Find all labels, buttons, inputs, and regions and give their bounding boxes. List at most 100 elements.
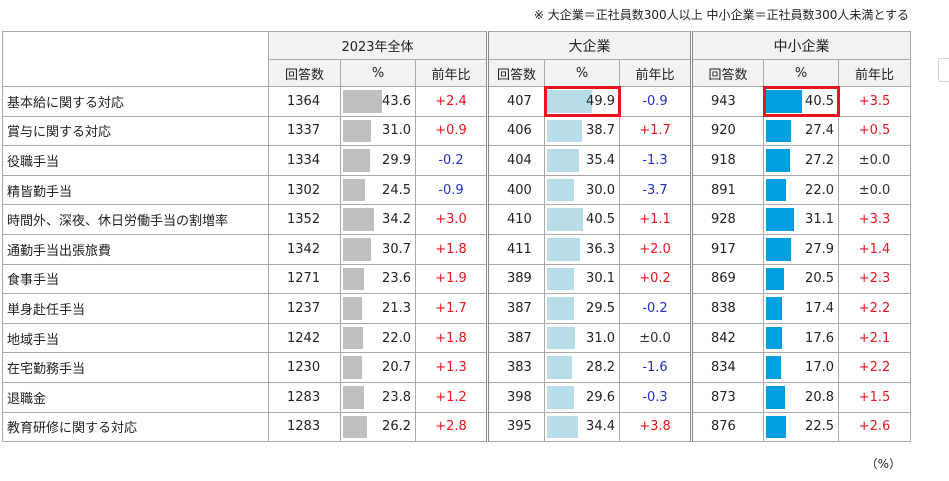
percent-cell: 30.7 bbox=[340, 233, 416, 265]
group-header-total: 2023年全体 bbox=[268, 31, 489, 60]
percent-value: 23.6 bbox=[382, 271, 411, 287]
row-label: 単身赴任手当 bbox=[2, 293, 269, 324]
percent-bar bbox=[766, 208, 794, 231]
diff-cell: +3.0 bbox=[415, 204, 489, 235]
percent-bar bbox=[766, 149, 791, 172]
percent-value: 22.5 bbox=[805, 419, 834, 435]
diff-cell: +1.3 bbox=[415, 352, 489, 383]
row-label: 役職手当 bbox=[2, 145, 269, 176]
percent-bar bbox=[547, 415, 578, 439]
percent-value: 31.0 bbox=[382, 123, 411, 139]
diff-cell: +2.8 bbox=[415, 411, 489, 443]
percent-bar bbox=[766, 356, 782, 379]
count-cell: 387 bbox=[487, 293, 545, 324]
percent-cell: 24.5 bbox=[340, 174, 416, 206]
percent-bar bbox=[766, 267, 785, 291]
percent-cell: 40.5 bbox=[762, 85, 840, 118]
percent-cell: 49.9 bbox=[543, 85, 621, 118]
percent-cell: 30.0 bbox=[544, 174, 620, 206]
percent-value: 30.1 bbox=[586, 271, 615, 287]
percent-bar bbox=[547, 267, 575, 291]
percent-cell: 29.6 bbox=[544, 381, 620, 413]
group-header-row: 2023年全体 大企業 中小企業 bbox=[2, 31, 911, 87]
percent-cell: 22.5 bbox=[763, 411, 839, 443]
percent-cell: 29.5 bbox=[544, 293, 620, 324]
count-cell: 1283 bbox=[268, 411, 341, 443]
percent-cell: 20.7 bbox=[340, 352, 416, 383]
percent-value: 31.0 bbox=[586, 330, 615, 346]
percent-value: 23.8 bbox=[382, 389, 411, 405]
percent-cell: 27.2 bbox=[763, 145, 839, 176]
diff-cell: +1.1 bbox=[619, 204, 693, 235]
count-cell: 1242 bbox=[268, 322, 341, 354]
count-cell: 838 bbox=[691, 293, 764, 324]
percent-cell: 34.4 bbox=[544, 411, 620, 443]
percent-cell: 26.2 bbox=[340, 411, 416, 443]
percent-bar bbox=[547, 356, 573, 379]
percent-value: 20.7 bbox=[382, 360, 411, 376]
percent-cell: 21.3 bbox=[340, 293, 416, 324]
percent-cell: 27.4 bbox=[763, 115, 839, 147]
percent-bar bbox=[547, 385, 574, 409]
diff-cell: +1.8 bbox=[415, 322, 489, 354]
percent-value: 49.9 bbox=[586, 93, 615, 109]
row-label: 地域手当 bbox=[2, 322, 269, 354]
percent-bar bbox=[343, 356, 362, 379]
count-cell: 1334 bbox=[268, 145, 341, 176]
percent-bar bbox=[766, 90, 803, 113]
percent-value: 29.6 bbox=[586, 389, 615, 405]
subheader-diff: 前年比 bbox=[838, 59, 911, 87]
row-label: 教育研修に関する対応 bbox=[2, 411, 269, 443]
percent-cell: 31.1 bbox=[763, 204, 839, 235]
count-cell: 410 bbox=[487, 204, 545, 235]
percent-bar bbox=[343, 415, 367, 439]
diff-cell: +2.3 bbox=[838, 263, 911, 295]
subheader-count: 回答数 bbox=[268, 59, 341, 87]
count-cell: 411 bbox=[487, 233, 545, 265]
percent-cell: 17.4 bbox=[763, 293, 839, 324]
count-cell: 1230 bbox=[268, 352, 341, 383]
count-cell: 891 bbox=[691, 174, 764, 206]
percent-bar bbox=[547, 90, 592, 113]
footnote-definition: ※ 大企業＝正社員数300人以上 中小企業＝正社員数300人未満とする bbox=[533, 8, 909, 22]
count-cell: 834 bbox=[691, 352, 764, 383]
percent-bar bbox=[343, 326, 363, 350]
table-row: 単身赴任手当 1237 21.3 +1.7 387 29.5 -0.2 838 17.4 +2.2 bbox=[2, 293, 911, 324]
row-label: 食事手当 bbox=[2, 263, 269, 295]
subheader-count: 回答数 bbox=[487, 59, 545, 87]
percent-value: 30.7 bbox=[382, 241, 411, 257]
percent-cell: 22.0 bbox=[340, 322, 416, 354]
percent-value: 27.2 bbox=[805, 152, 834, 168]
percent-bar bbox=[766, 178, 786, 202]
percent-value: 24.5 bbox=[382, 182, 411, 198]
percent-value: 29.9 bbox=[382, 152, 411, 168]
percent-bar bbox=[547, 119, 582, 143]
table-row: 時間外、深夜、休日労働手当の割増率 1352 34.2 +3.0 410 40.5 +1.1… bbox=[2, 204, 911, 235]
percent-bar bbox=[343, 149, 370, 172]
count-cell: 383 bbox=[487, 352, 545, 383]
percent-cell: 27.9 bbox=[763, 233, 839, 265]
diff-cell: +3.8 bbox=[619, 411, 693, 443]
diff-cell: +1.7 bbox=[619, 115, 693, 147]
diff-cell: +1.7 bbox=[415, 293, 489, 324]
percent-bar bbox=[343, 119, 371, 143]
percent-bar bbox=[343, 208, 374, 231]
count-cell: 920 bbox=[691, 115, 764, 147]
row-label: 基本給に関する対応 bbox=[2, 86, 269, 117]
percent-value: 34.2 bbox=[382, 212, 411, 228]
percent-bar bbox=[343, 237, 371, 261]
percent-value: 22.0 bbox=[805, 182, 834, 198]
diff-cell: -0.2 bbox=[619, 293, 693, 324]
diff-cell: +3.5 bbox=[838, 86, 911, 117]
percent-cell: 22.0 bbox=[763, 174, 839, 206]
count-cell: 1352 bbox=[268, 204, 341, 235]
diff-cell: +2.2 bbox=[838, 293, 911, 324]
percent-value: 34.4 bbox=[586, 419, 615, 435]
count-cell: 1237 bbox=[268, 293, 341, 324]
percent-bar bbox=[766, 119, 791, 143]
percent-bar bbox=[343, 178, 366, 202]
row-label: 通勤手当出張旅費 bbox=[2, 233, 269, 265]
percent-cell: 34.2 bbox=[340, 204, 416, 235]
row-label: 退職金 bbox=[2, 381, 269, 413]
percent-cell: 36.3 bbox=[544, 233, 620, 265]
